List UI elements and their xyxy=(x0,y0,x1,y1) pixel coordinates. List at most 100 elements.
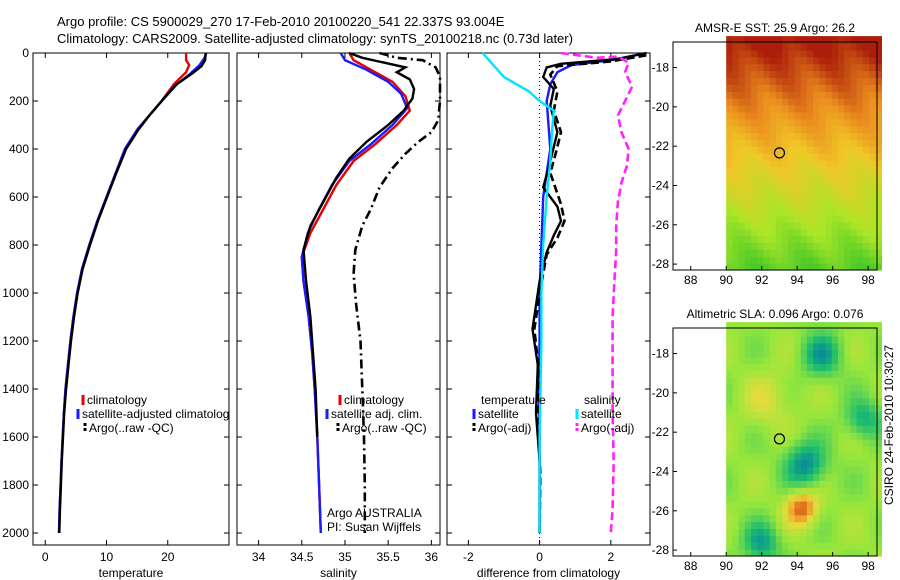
heatmap-cell xyxy=(788,221,796,230)
heatmap-cell xyxy=(794,501,802,509)
heatmap-cell xyxy=(869,466,876,475)
heatmap-cell xyxy=(763,439,771,447)
heatmap-cell xyxy=(850,487,858,495)
heatmap-cell xyxy=(744,452,752,461)
heatmap-cell xyxy=(869,77,876,85)
heatmap-cell xyxy=(782,432,789,440)
heatmap-cell xyxy=(813,439,820,447)
heatmap-cell xyxy=(732,494,740,502)
heatmap-cell xyxy=(825,349,833,358)
heatmap-cell xyxy=(751,514,758,523)
heatmap-cell xyxy=(763,459,771,468)
heatmap-cell xyxy=(825,542,833,550)
heatmap-cell xyxy=(819,514,827,523)
heatmap-cell xyxy=(800,166,808,175)
heatmap-cell xyxy=(838,349,845,358)
heatmap-cell xyxy=(769,356,777,364)
heatmap-cell xyxy=(732,49,740,58)
heatmap-cell xyxy=(788,91,796,99)
heatmap-cell xyxy=(825,473,833,481)
heatmap-cell xyxy=(869,104,876,113)
heatmap-cell xyxy=(782,146,789,154)
heatmap-cell xyxy=(757,487,765,495)
map-border xyxy=(672,41,878,271)
header-line-1: Argo profile: CS 5900029_270 17-Feb-2010… xyxy=(57,14,505,29)
heatmap-cell xyxy=(782,356,789,364)
heatmap-cell xyxy=(794,342,802,351)
heatmap-cell xyxy=(788,418,796,426)
heatmap-cell xyxy=(825,235,833,244)
heatmap-cell xyxy=(806,56,814,65)
heatmap-cell xyxy=(738,335,746,344)
heatmap-cell xyxy=(782,208,789,216)
heatmap-cell xyxy=(782,159,789,168)
heatmap-cell xyxy=(751,384,758,392)
heatmap-cell xyxy=(831,208,839,216)
heatmap-cell xyxy=(726,56,733,65)
heatmap-cell xyxy=(794,349,802,358)
heatmap-cell xyxy=(794,146,802,154)
heatmap-cell xyxy=(813,514,820,523)
heatmap-cell xyxy=(869,56,876,65)
heatmap-cell xyxy=(738,329,746,337)
heatmap-cell xyxy=(732,63,740,72)
heatmap-cell xyxy=(763,418,771,426)
heatmap-cell xyxy=(738,507,746,516)
heatmap-cell xyxy=(838,494,845,502)
heatmap-cell xyxy=(831,221,839,230)
heatmap-cell xyxy=(757,249,765,257)
heatmap-cell xyxy=(806,377,814,385)
heatmap-cell xyxy=(738,363,746,371)
heatmap-cell xyxy=(844,242,851,250)
heatmap-cell xyxy=(751,166,758,175)
heatmap-cell xyxy=(751,521,758,530)
heatmap-cell xyxy=(775,514,783,523)
x-tick-label: 88 xyxy=(684,559,698,573)
heatmap-cell xyxy=(769,187,777,195)
heatmap-cell xyxy=(844,118,851,127)
heatmap-cell xyxy=(769,528,777,536)
heatmap-cell xyxy=(744,411,752,419)
heatmap-cell xyxy=(862,173,870,182)
heatmap-cell xyxy=(869,377,876,385)
heatmap-cell xyxy=(838,235,845,244)
heatmap-cell xyxy=(757,432,765,440)
heatmap-cell xyxy=(838,166,845,175)
heatmap-cell xyxy=(788,501,796,509)
heatmap-cell xyxy=(788,349,796,358)
heatmap-cell xyxy=(813,377,820,385)
heatmap-cell xyxy=(757,111,765,120)
heatmap-cell xyxy=(838,221,845,230)
heatmap-cell xyxy=(788,98,796,106)
heatmap-cell xyxy=(738,501,746,509)
heatmap-cell xyxy=(782,404,789,413)
heatmap-cell xyxy=(800,187,808,195)
heatmap-cell xyxy=(732,98,740,106)
heatmap-cell xyxy=(751,390,758,399)
heatmap-cell xyxy=(782,256,789,264)
heatmap-cell xyxy=(800,194,808,202)
heatmap-cell xyxy=(763,514,771,523)
heatmap-cell xyxy=(775,111,783,120)
heatmap-cell xyxy=(806,84,814,92)
heatmap-cell xyxy=(794,256,802,264)
heatmap-cell xyxy=(794,528,802,536)
heatmap-cell xyxy=(788,36,796,44)
heatmap-cell xyxy=(806,411,814,419)
heatmap-cell xyxy=(744,36,752,44)
heatmap-cell xyxy=(744,487,752,495)
heatmap-cell xyxy=(844,535,851,543)
heatmap-cell xyxy=(819,70,827,78)
heatmap-cell xyxy=(732,349,740,358)
heatmap-cell xyxy=(744,91,752,99)
heatmap-cell xyxy=(794,390,802,399)
heatmap-cell xyxy=(732,194,740,202)
map-border xyxy=(672,327,878,557)
heatmap-cell xyxy=(794,208,802,216)
heatmap-cell xyxy=(825,514,833,523)
heatmap-cell xyxy=(763,390,771,399)
heatmap-cell xyxy=(775,473,783,481)
heatmap-cell xyxy=(738,521,746,530)
heatmap-cell xyxy=(763,535,771,543)
heatmap-cell xyxy=(757,104,765,113)
